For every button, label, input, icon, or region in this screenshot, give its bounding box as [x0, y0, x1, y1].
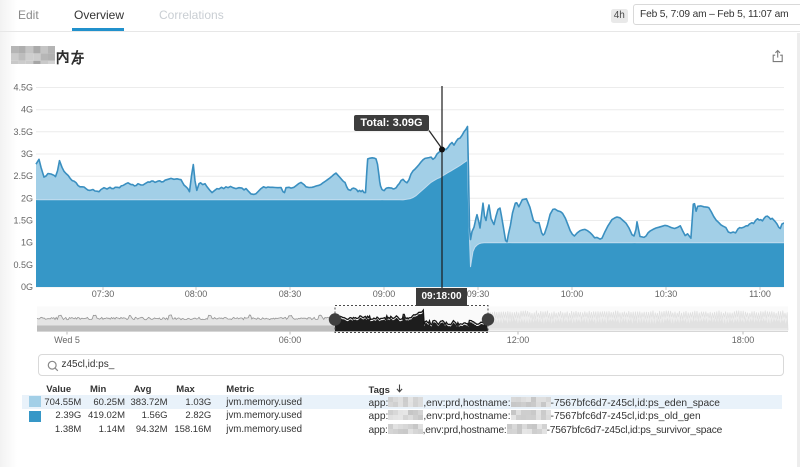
svg-text:08:00: 08:00 [185, 289, 208, 299]
svg-text:10:30: 10:30 [655, 289, 678, 299]
svg-text:08:30: 08:30 [279, 289, 302, 299]
svg-text:3G: 3G [21, 149, 33, 159]
svg-text:18:00: 18:00 [732, 335, 755, 345]
svg-text:1G: 1G [21, 238, 33, 248]
svg-text:12:00: 12:00 [507, 335, 530, 345]
svg-text:4.5G: 4.5G [13, 83, 33, 93]
svg-text:0.5G: 0.5G [13, 260, 33, 270]
svg-text:1.5G: 1.5G [13, 216, 33, 226]
svg-text:07:30: 07:30 [92, 289, 115, 299]
svg-text:Wed 5: Wed 5 [54, 335, 80, 345]
svg-text:10:00: 10:00 [561, 289, 584, 299]
svg-text:11:00: 11:00 [749, 289, 771, 299]
svg-text:0G: 0G [21, 282, 33, 292]
svg-text:09:00: 09:00 [373, 289, 396, 299]
svg-text:09:30: 09:30 [467, 289, 490, 299]
svg-text:06:00: 06:00 [279, 335, 302, 345]
svg-text:3.5G: 3.5G [13, 127, 33, 137]
svg-text:4G: 4G [21, 105, 33, 115]
svg-text:2G: 2G [21, 193, 33, 203]
svg-text:2.5G: 2.5G [13, 171, 33, 181]
